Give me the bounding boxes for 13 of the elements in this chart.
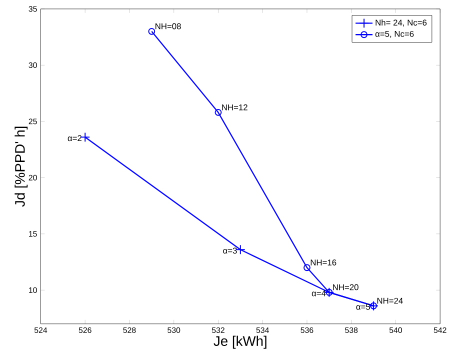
- annotation: α=5: [356, 304, 370, 310]
- annotation: NH=08: [156, 23, 181, 30]
- annotation: NH=16: [310, 260, 336, 266]
- legend-label: α=5, Nc=6: [375, 31, 414, 38]
- annotation: α=4: [312, 290, 326, 296]
- annotation: NH=20: [333, 284, 358, 290]
- annotation: α=3: [223, 248, 237, 254]
- annotation: NH=24: [377, 298, 403, 304]
- annotation: α=2: [68, 135, 82, 142]
- legend-label: Nh= 24, Nc=6: [376, 20, 427, 27]
- annotation: NH=12: [222, 104, 248, 110]
- x-axis-title: Je [kWh]: [214, 336, 266, 349]
- y-axis-title: Jd [%PPD' h]: [14, 126, 28, 207]
